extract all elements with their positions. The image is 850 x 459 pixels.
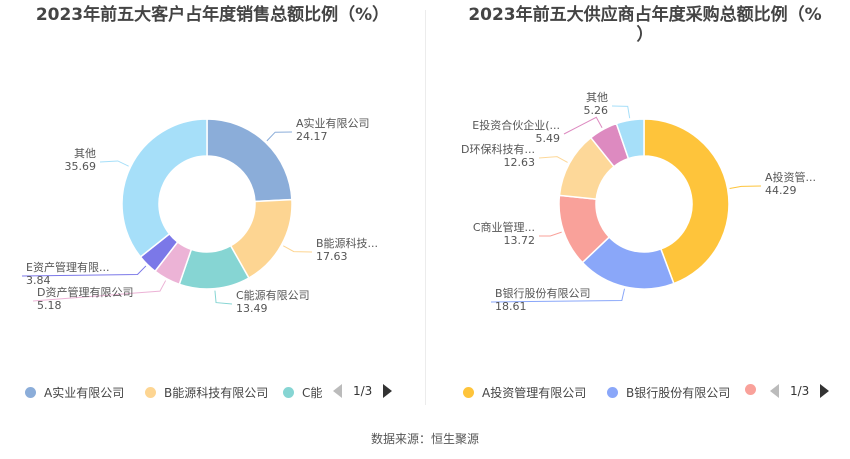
slice-label: E资产管理有限... bbox=[26, 260, 109, 274]
slice-value-label: 5.49 bbox=[536, 132, 561, 145]
data-source-note: 数据来源：恒生聚源 bbox=[370, 432, 479, 446]
legend-label: B银行股份有限公司 bbox=[626, 386, 731, 400]
slice-value-label: 44.29 bbox=[765, 184, 797, 197]
supplier-chart-panel: 2023年前五大供应商占年度采购总额比例（% ） A投资管... 44.29 B银行… bbox=[425, 0, 850, 410]
donut-slice[interactable] bbox=[121, 118, 208, 258]
legend-dot bbox=[745, 384, 756, 395]
legend-item-a[interactable]: A投资管理有限公司 bbox=[463, 384, 586, 401]
legend-item-b[interactable]: B银行股份有限公司 bbox=[607, 384, 730, 401]
donut-slice[interactable] bbox=[206, 118, 293, 203]
slice-label: E投资合伙企业(... bbox=[472, 118, 560, 132]
donut-slice[interactable] bbox=[643, 118, 730, 285]
slice-value-label: 18.61 bbox=[495, 300, 527, 313]
panel-divider bbox=[425, 10, 426, 405]
slice-value-label: 24.17 bbox=[296, 130, 328, 143]
legend-prev-icon[interactable] bbox=[333, 384, 342, 398]
slice-value-label: 13.72 bbox=[504, 234, 536, 247]
label-leader-line bbox=[99, 160, 129, 167]
legend-label: C能 bbox=[302, 386, 323, 400]
legend-label: A实业有限公司 bbox=[44, 386, 125, 400]
legend-label: B能源科技有限公司 bbox=[164, 386, 269, 400]
supplier-chart-title: 2023年前五大供应商占年度采购总额比例（% ） bbox=[455, 5, 835, 45]
donut-slice[interactable] bbox=[615, 118, 645, 160]
legend-item-c[interactable] bbox=[745, 384, 764, 395]
legend-pager: 1/3 bbox=[333, 384, 393, 398]
legend-pager: 1/3 bbox=[770, 384, 830, 398]
customer-legend: A实业有限公司 B能源科技有限公司 C能 1/3 bbox=[0, 384, 425, 402]
slice-value-label: 12.63 bbox=[504, 156, 536, 169]
label-leader-line bbox=[729, 185, 762, 189]
legend-item-b[interactable]: B能源科技有限公司 bbox=[145, 384, 268, 401]
slice-label: D资产管理有限公司 bbox=[37, 285, 133, 299]
slice-label: C商业管理... bbox=[473, 220, 535, 234]
slice-value-label: 35.69 bbox=[65, 160, 97, 173]
legend-dot bbox=[463, 387, 474, 398]
legend-page-indicator: 1/3 bbox=[353, 384, 373, 398]
label-leader-line bbox=[563, 116, 603, 135]
slice-label: A投资管... bbox=[765, 170, 816, 184]
legend-dot bbox=[145, 387, 156, 398]
slice-label: B银行股份有限公司 bbox=[495, 286, 591, 300]
legend-prev-icon[interactable] bbox=[770, 384, 779, 398]
slice-label: A实业有限公司 bbox=[296, 116, 370, 130]
legend-item-c[interactable]: C能 bbox=[283, 384, 322, 401]
label-leader-line bbox=[611, 105, 631, 119]
legend-label: A投资管理有限公司 bbox=[482, 386, 587, 400]
slice-label: 其他 bbox=[586, 91, 608, 104]
legend-dot bbox=[25, 387, 36, 398]
slice-value-label: 5.18 bbox=[37, 299, 62, 312]
legend-next-icon[interactable] bbox=[383, 384, 393, 398]
slice-value-label: 5.26 bbox=[584, 104, 609, 117]
legend-next-icon[interactable] bbox=[820, 384, 830, 398]
supplier-title-line2: ） bbox=[636, 25, 654, 45]
slice-value-label: 13.49 bbox=[236, 302, 268, 315]
legend-dot bbox=[283, 387, 294, 398]
label-leader-line bbox=[538, 156, 568, 163]
slice-label: C能源有限公司 bbox=[236, 288, 310, 302]
label-leader-line bbox=[266, 131, 293, 142]
label-leader-line bbox=[490, 288, 626, 303]
slice-label: D环保科技有... bbox=[461, 142, 535, 156]
legend-item-a[interactable]: A实业有限公司 bbox=[25, 384, 124, 401]
slice-label: B能源科技... bbox=[316, 236, 378, 250]
supplier-legend: A投资管理有限公司 B银行股份有限公司 1/3 bbox=[425, 384, 850, 402]
label-leader-line bbox=[21, 265, 147, 277]
customer-chart-panel: 2023年前五大客户占年度销售总额比例（%） A实业有限公司 24.17 B能源科技… bbox=[0, 0, 425, 410]
label-leader-line bbox=[283, 245, 313, 253]
customer-chart-title: 2023年前五大客户占年度销售总额比例（%） bbox=[35, 5, 390, 25]
slice-value-label: 3.84 bbox=[26, 274, 51, 287]
label-leader-line bbox=[538, 231, 562, 237]
label-leader-line bbox=[32, 280, 167, 302]
supplier-title-line1: 2023年前五大供应商占年度采购总额比例（% bbox=[468, 5, 822, 25]
slice-label: 其他 bbox=[74, 147, 96, 160]
slice-value-label: 17.63 bbox=[316, 250, 348, 263]
legend-page-indicator: 1/3 bbox=[790, 384, 810, 398]
label-leader-line bbox=[214, 290, 233, 305]
legend-dot bbox=[607, 387, 618, 398]
